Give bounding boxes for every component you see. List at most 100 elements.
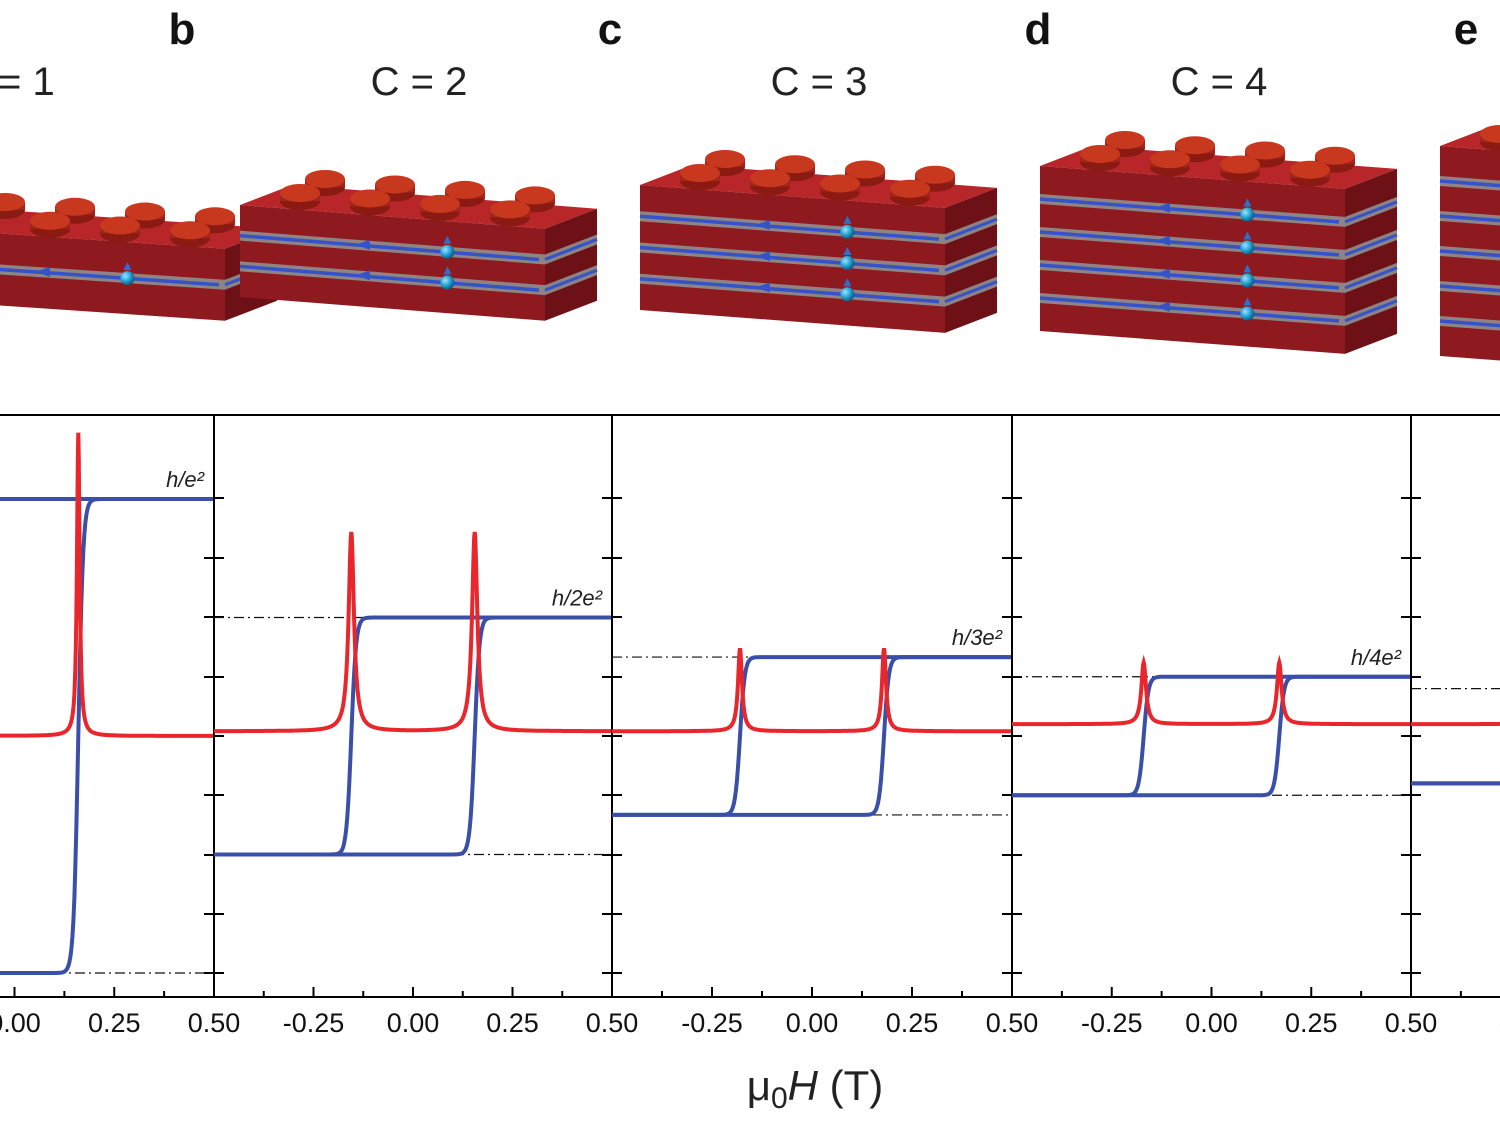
x-tick-label: 0.25 [1285, 1008, 1338, 1038]
brick-stud-top [490, 200, 530, 219]
brick-stud-top [1175, 136, 1215, 155]
brick-stud-top [30, 211, 70, 230]
edge-channel-side [1344, 200, 1398, 224]
hall-sweep-up [612, 655, 1012, 817]
brick-stud-top [280, 184, 320, 202]
brick-stud-top [420, 194, 460, 213]
electron-icon [840, 256, 855, 271]
brick-stud-top [845, 160, 885, 179]
brick-stud-top [1150, 150, 1190, 169]
hall-sweep-down [612, 655, 1012, 817]
chern-label-b: C = 2 [371, 60, 468, 104]
hall-sweep-up [214, 615, 612, 857]
spin-arrow-icon [443, 266, 452, 275]
hall-sweep-down [214, 615, 612, 857]
panel-letter-c: c [598, 5, 622, 54]
plot-frame [1011, 414, 1412, 998]
brick-d [1039, 131, 1398, 354]
spin-arrow-icon [843, 278, 852, 287]
brick-side-face [1345, 168, 1397, 354]
x-tick-label: 0.00 [1185, 1008, 1238, 1038]
plot-frame [611, 414, 1013, 998]
edge-arrow-icon [755, 251, 770, 262]
plot-panel-e: -0 [1410, 414, 1500, 1038]
x-tick-label: -0 [1499, 1008, 1500, 1038]
plot-frame [0, 414, 215, 998]
chern-label-a: = 1 [0, 60, 55, 104]
edge-arrow-icon [755, 219, 770, 230]
longitudinal-resistance-curve [1012, 654, 1411, 727]
edge-channel-side [944, 217, 998, 241]
brick-stud-top [1290, 160, 1330, 179]
brick-stud-top [100, 216, 140, 235]
quantization-label: h/2e² [552, 586, 603, 611]
hall-sweep-down [1012, 674, 1411, 798]
spin-arrow-icon [843, 247, 852, 256]
edge-channel [1039, 263, 1340, 290]
transport-plots: h/e²0.000.250.50 h/2e² -0.25 0.00 0.25 0.50 h/… [0, 414, 1500, 1038]
plot-panel-c: h/3e² -0.25 0.00 0.25 0.50 [611, 414, 1038, 1038]
electron-icon [1240, 240, 1255, 255]
chern-label-d: C = 4 [1171, 60, 1268, 104]
brick-stud-top [915, 165, 955, 184]
x-tick-label: -0.25 [283, 1008, 345, 1038]
brick-front-face [1040, 166, 1345, 354]
edge-arrow-icon [355, 270, 370, 281]
edge-channel [1439, 214, 1500, 223]
brick-b [239, 170, 598, 321]
electron-icon [840, 224, 855, 239]
x-axis-label: μ0H (T) [747, 1062, 884, 1115]
plot-panel-b: h/2e² -0.25 0.00 0.25 0.50 [213, 414, 638, 1038]
brick-stud-top [375, 175, 415, 194]
edge-channel [639, 277, 940, 304]
longitudinal-resistance-curve [0, 432, 214, 738]
brick-stud-top [1245, 141, 1285, 160]
x-tick-label: 0.50 [1385, 1008, 1438, 1038]
edge-channel [0, 267, 220, 287]
brick-stud-top [515, 186, 555, 205]
brick-e [1439, 125, 1500, 361]
edge-channel [1439, 284, 1500, 293]
brick-stud-top [445, 180, 485, 199]
spin-arrow-icon [443, 235, 452, 244]
edge-channel [1039, 296, 1340, 323]
edge-channel [639, 214, 940, 241]
electron-icon [1240, 207, 1255, 222]
edge-channel-side [1344, 233, 1398, 257]
brick-stud-top [170, 221, 210, 240]
x-tick-label: 0.25 [486, 1008, 539, 1038]
edge-arrow-icon [1155, 301, 1170, 312]
electron-icon [840, 287, 855, 302]
x-tick-label: 0.00 [0, 1008, 41, 1038]
brick-stud-top [0, 193, 25, 211]
brick-stud-top [350, 189, 390, 208]
spin-arrow-icon [123, 262, 132, 271]
x-tick-label: -0.25 [681, 1008, 743, 1038]
edge-arrow-icon [1155, 202, 1170, 213]
brick-stud-top [890, 179, 930, 198]
longitudinal-resistance-curve [612, 648, 1012, 734]
quantization-label: h/3e² [952, 625, 1003, 650]
brick-illustrations [0, 125, 1500, 361]
edge-channel-side [1344, 266, 1398, 290]
electron-icon [440, 275, 455, 290]
electron-icon [120, 271, 135, 286]
brick-stud-top [775, 155, 815, 174]
brick-stud-top [705, 150, 745, 168]
panel-letter-d: d [1025, 5, 1052, 54]
panel-letter-e: e [1454, 5, 1478, 54]
brick-a [0, 193, 278, 321]
brick-side-face [545, 208, 597, 321]
panel-letter-b: b [169, 5, 196, 54]
electron-icon [1240, 273, 1255, 288]
hall-sweep-down [1411, 781, 1500, 786]
edge-arrow-icon [755, 282, 770, 293]
x-tick-label: 0.00 [786, 1008, 839, 1038]
edge-arrow-icon [35, 266, 50, 277]
brick-stud-top [1105, 131, 1145, 149]
plot-panel-a: h/e² 0.00 0.25 0.50 [0, 414, 240, 1038]
spin-arrow-icon [843, 215, 852, 224]
brick-front-face [240, 205, 545, 321]
hall-sweep-down [0, 497, 214, 501]
